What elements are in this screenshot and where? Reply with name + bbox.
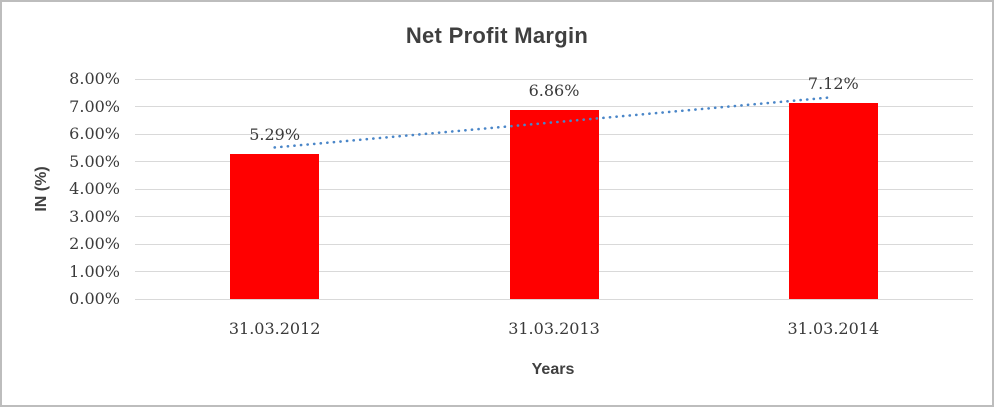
gridline (135, 106, 973, 107)
gridline (135, 298, 973, 300)
y-tick-label: 3.00% (69, 206, 120, 226)
y-tick-label: 6.00% (69, 124, 120, 143)
plot-area: 5.29% 6.86% 7.12% (135, 75, 973, 300)
trendline (273, 95, 835, 149)
bar-data-label: 6.86% (528, 81, 580, 101)
bar-31.03.2012 (230, 153, 320, 299)
x-axis-title: Years (531, 361, 575, 378)
bar-data-label: 5.29% (249, 124, 301, 144)
bar-31.03.2014 (788, 103, 878, 299)
y-tick-label: 8.00% (69, 69, 120, 88)
y-tick-label: 0.00% (69, 289, 120, 308)
x-tick-label: 31.03.2013 (508, 319, 600, 338)
y-tick-label: 2.00% (69, 234, 120, 253)
x-tick-label: 31.03.2014 (787, 319, 880, 338)
gridline (135, 78, 973, 80)
y-tick-label: 1.00% (69, 261, 120, 281)
bar-data-label: 7.12% (807, 74, 859, 94)
y-tick-label: 5.00% (69, 151, 120, 171)
y-tick-label: 4.00% (69, 179, 120, 198)
x-tick-label: 31.03.2012 (228, 319, 321, 338)
y-tick-label: 7.00% (69, 96, 120, 116)
bar-31.03.2013 (509, 110, 599, 299)
trendline-path (273, 95, 835, 149)
chart-title: Net Profit Margin (405, 23, 589, 48)
